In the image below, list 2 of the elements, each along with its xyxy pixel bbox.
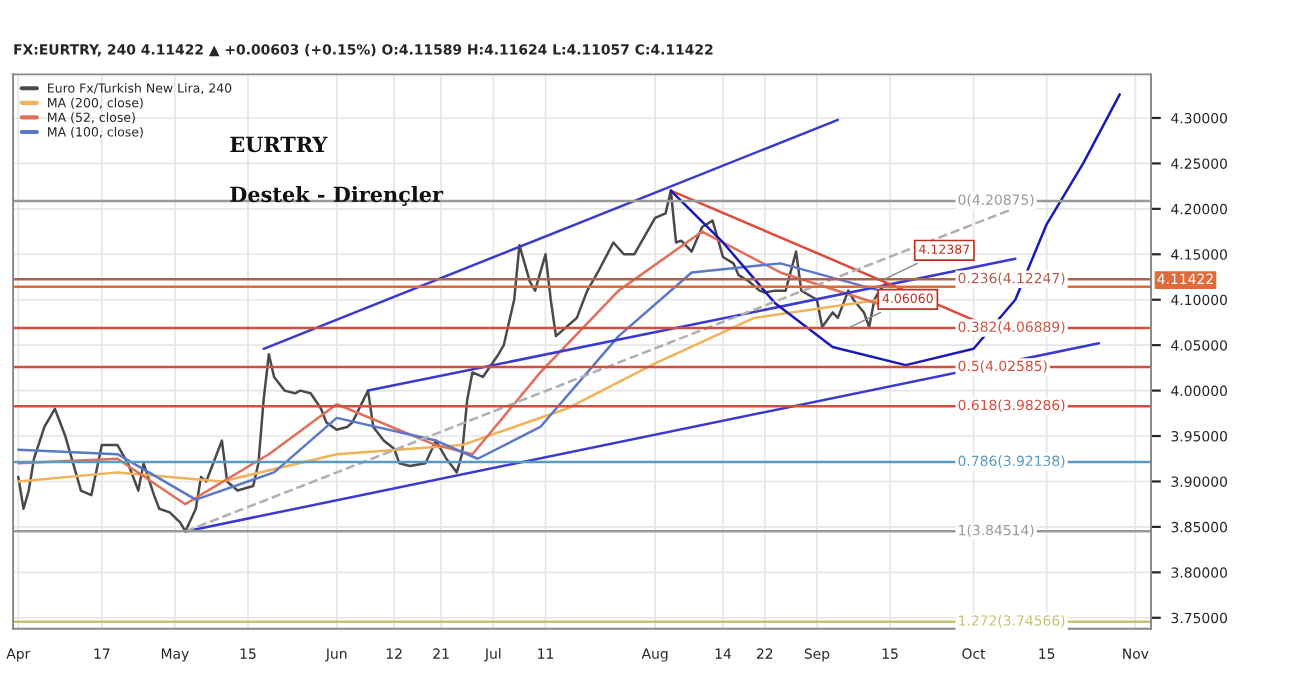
annotation: Destek - Dirençler <box>230 186 444 206</box>
annotation: EURTRY <box>230 136 328 153</box>
